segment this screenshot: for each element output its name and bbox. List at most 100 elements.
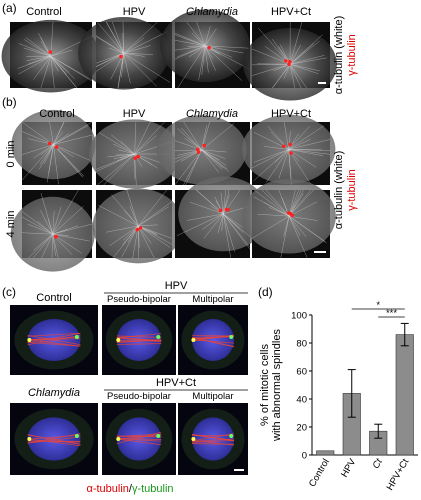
- x-tick-label: HPV+Ct: [385, 457, 412, 493]
- microtubule: [280, 216, 290, 259]
- microtubule: [201, 149, 220, 161]
- pole: [116, 338, 121, 342]
- microtubule: [174, 45, 206, 60]
- microtubule: [217, 213, 224, 234]
- spindle: [116, 335, 162, 338]
- microtubule: [52, 233, 69, 236]
- microtubule: [41, 234, 53, 259]
- stain-green: γ-tubulin: [132, 483, 174, 495]
- microtubule: [118, 149, 135, 155]
- microtubule: [51, 234, 53, 259]
- microtubule: [174, 34, 206, 47]
- microtubule: [189, 201, 224, 215]
- microtubule: [50, 49, 73, 57]
- microtubule: [289, 215, 318, 221]
- microtubule: [223, 213, 251, 250]
- spindle: [116, 343, 162, 345]
- column-header: Control: [36, 292, 71, 304]
- microtubule: [223, 213, 235, 253]
- microtubule: [204, 25, 211, 46]
- microtubule: [138, 201, 173, 227]
- spindle: [27, 433, 81, 444]
- microtubule: [201, 149, 219, 173]
- microtubule: [268, 206, 290, 217]
- microtubule: [270, 131, 289, 150]
- microtubule: [288, 149, 331, 155]
- panel-label: (a): [2, 1, 17, 15]
- microtubule: [201, 149, 223, 170]
- microtubule: [201, 149, 227, 166]
- microtubule: [138, 224, 158, 227]
- microtubule: [123, 225, 139, 241]
- microtubule: [283, 216, 290, 237]
- microtubule: [50, 56, 59, 72]
- microtubule: [221, 213, 224, 232]
- centrosome: [48, 50, 53, 54]
- microtubule: [46, 144, 54, 183]
- microtubule: [107, 153, 135, 158]
- chromatin: [27, 417, 81, 461]
- microtubule: [53, 125, 89, 145]
- microtubule: [288, 189, 296, 217]
- microtubule: [278, 46, 291, 65]
- spindle: [116, 333, 162, 339]
- microtubule: [288, 216, 307, 238]
- y-tick-label: 100: [291, 311, 307, 322]
- microtubule: [121, 225, 139, 258]
- column-header: Chlamydia: [186, 108, 238, 120]
- microtubule: [134, 121, 137, 155]
- microtubule: [223, 213, 231, 259]
- microtubule: [53, 144, 85, 177]
- microtubule: [288, 149, 312, 186]
- spindle: [27, 434, 81, 440]
- microtubule: [53, 121, 93, 145]
- microtubule: [21, 216, 53, 235]
- microtubule: [138, 225, 173, 239]
- microtubule: [50, 56, 67, 75]
- centrosome: [196, 150, 201, 154]
- centrosome: [119, 54, 123, 59]
- microtubule: [98, 205, 139, 227]
- microtubule: [204, 45, 243, 81]
- microtubule: [253, 149, 289, 163]
- row-label: 0 min: [5, 141, 17, 168]
- centrosome: [289, 151, 293, 155]
- microtubule: [113, 143, 135, 155]
- spindle: [27, 335, 81, 346]
- x-tick-label: Ct: [371, 457, 385, 471]
- centrosome: [288, 142, 292, 147]
- microtubule: [39, 144, 54, 165]
- spindle: [27, 338, 81, 341]
- microtubule: [52, 206, 84, 235]
- microtubule: [126, 189, 139, 226]
- spindle: [191, 440, 235, 443]
- microtubule: [184, 138, 202, 151]
- microtubule: [21, 131, 54, 145]
- microtubule: [122, 21, 124, 54]
- group-header: HPV: [165, 280, 188, 292]
- microtubule: [24, 39, 51, 57]
- microtubule: [183, 121, 202, 151]
- microtubule: [108, 47, 124, 54]
- separator: /: [129, 483, 133, 495]
- microtubule: [106, 225, 139, 233]
- microtubule: [288, 189, 302, 217]
- x-tick-label: HPV: [339, 456, 359, 479]
- microtubule: [288, 189, 312, 217]
- microtubule: [95, 53, 124, 64]
- microtubule: [177, 45, 206, 89]
- microtubule: [201, 123, 235, 151]
- microtubule: [289, 64, 296, 89]
- microtubule: [187, 213, 224, 221]
- microtubule: [48, 219, 53, 235]
- microtubule: [288, 149, 331, 151]
- centrosome: [202, 143, 207, 148]
- microtubule: [284, 121, 289, 150]
- centrosome: [54, 145, 59, 149]
- microtubule: [288, 216, 301, 236]
- microtubule: [251, 48, 291, 65]
- chromatin: [192, 417, 234, 461]
- microtubule: [95, 35, 124, 54]
- microtubule: [289, 64, 320, 72]
- centrosome: [135, 227, 140, 232]
